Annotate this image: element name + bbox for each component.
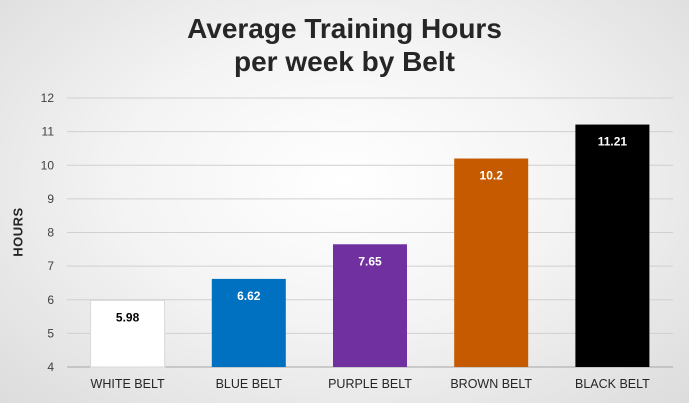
x-tick-label: BLACK BELT [575, 377, 650, 391]
x-tick-label: BLUE BELT [216, 377, 283, 391]
data-label: 5.98 [116, 310, 140, 324]
y-tick-label: 4 [47, 360, 54, 374]
y-tick-label: 12 [41, 91, 55, 105]
bar [90, 299, 166, 368]
data-label: 11.21 [598, 135, 628, 149]
y-tick-label: 9 [47, 192, 54, 206]
bar [333, 244, 407, 367]
y-tick-label: 8 [47, 226, 54, 240]
chart-title-line-2: per week by Belt [234, 46, 455, 77]
bar [211, 278, 286, 367]
y-tick-label: 6 [47, 293, 54, 307]
chart-title-line-1: Average Training Hours [187, 13, 502, 44]
bar [575, 124, 650, 367]
bar [454, 158, 529, 367]
x-tick-label: WHITE BELT [91, 377, 165, 391]
data-label: 7.65 [358, 254, 382, 268]
y-tick-label: 11 [42, 125, 55, 139]
y-tick-label: 10 [41, 158, 55, 172]
data-label: 10.2 [480, 169, 504, 183]
data-label: 6.62 [237, 289, 261, 303]
x-tick-label: PURPLE BELT [328, 377, 412, 391]
chart-title: Average Training Hours per week by Belt [0, 12, 689, 78]
y-tick-label: 7 [47, 259, 54, 273]
x-tick-label: BROWN BELT [450, 377, 532, 391]
y-tick-label: 5 [47, 326, 54, 340]
